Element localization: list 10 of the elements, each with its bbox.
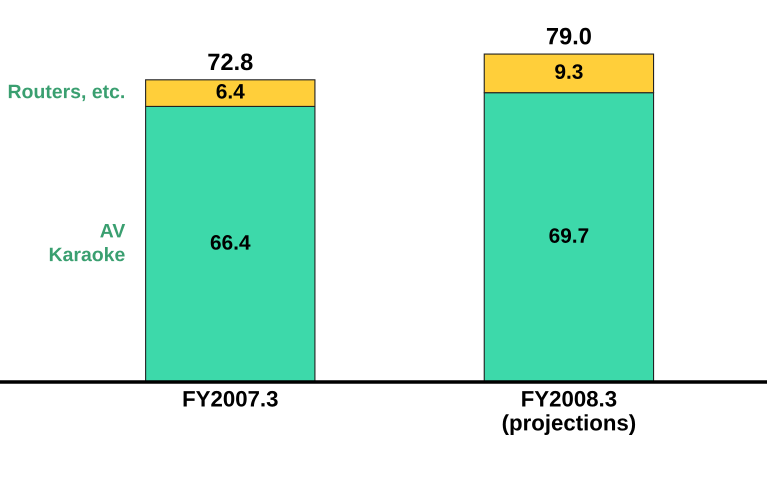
series-label: Routers, etc. [8,84,124,102]
x-tick-label: FY2008.3 (projections) [502,390,636,435]
x-tick-label: FY2007.3 [184,390,278,407]
data-label: 9.3 [555,64,583,80]
total-label: 79.0 [546,28,591,45]
total-label: 72.8 [208,54,253,70]
data-label: 66.4 [210,235,250,250]
data-label: 6.4 [216,84,245,99]
data-label: 69.7 [549,228,588,243]
series-label: AV Karaoke [50,224,126,262]
